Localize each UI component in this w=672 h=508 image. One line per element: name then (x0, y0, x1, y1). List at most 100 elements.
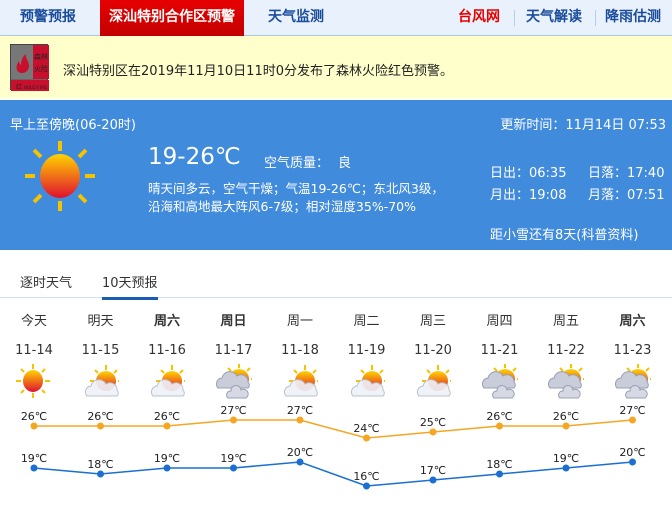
low-temp-point (230, 464, 237, 472)
forecast-day: 周一 11-18 (267, 310, 333, 404)
weather-desc-line1: 晴天间多云，空气干燥；气温19-26℃；东北风3级， (148, 181, 444, 196)
high-temp-point (496, 422, 503, 430)
moonrise: 月出：19:08 (490, 188, 567, 203)
high-temp-label: 24℃ (353, 422, 379, 435)
low-temp-label: 19℃ (21, 452, 47, 465)
date-label: 11-23 (613, 343, 652, 358)
date-label: 11-18 (281, 343, 319, 358)
nav-weather-monitor[interactable]: 天气监测 (268, 9, 324, 25)
svg-text:红: 红 (16, 83, 22, 91)
sunset: 日落：17:40 (588, 166, 665, 181)
top-nav: 预警预报 深汕特别合作区预警 天气监测 台风网 天气解读 降雨估测 (0, 0, 672, 36)
forecast-day: 周五 11-22 (533, 310, 599, 404)
high-temp-label: 26℃ (21, 410, 47, 423)
partly-cloudy-icon (150, 365, 188, 397)
svg-text:WILD FIRE: WILD FIRE (24, 85, 47, 91)
date-label: 11-15 (81, 343, 120, 358)
cloudy-icon (481, 363, 521, 399)
temp-range: 19-26℃ (148, 144, 241, 170)
weekday-label: 周六 (153, 314, 180, 329)
forecast-day: 周日 11-17 (201, 310, 267, 404)
high-temp-point (562, 422, 570, 430)
svg-text:火险: 火险 (34, 64, 48, 73)
low-temp-point (629, 458, 636, 466)
low-temp-point (363, 482, 370, 490)
svg-text:森林: 森林 (34, 52, 48, 61)
date-label: 11-22 (547, 343, 585, 358)
forecast-day: 周四 11-21 (467, 310, 533, 404)
aqi-value: 良 (338, 156, 352, 171)
weekday-label: 周日 (220, 314, 247, 329)
high-temp-label: 25℃ (420, 416, 446, 429)
tab-hourly[interactable]: 逐时天气 (20, 276, 73, 291)
forecast-day: 周六 11-16 (134, 310, 200, 404)
low-temp-point (163, 464, 171, 472)
low-temp-label: 18℃ (87, 458, 113, 471)
nav-warning-forecast[interactable]: 预警预报 (20, 9, 76, 25)
high-temp-line (34, 419, 633, 439)
nav-weather-analysis[interactable]: 天气解读 (526, 9, 582, 25)
high-temp-point (230, 416, 237, 424)
nav-shenshan-warning[interactable]: 深汕特别合作区预警 (100, 0, 244, 36)
low-temp-line (33, 461, 633, 487)
weekday-label: 明天 (87, 314, 114, 329)
high-temp-point (97, 422, 104, 430)
high-temp-label: 26℃ (553, 410, 579, 423)
weekday-label: 周一 (286, 314, 313, 329)
low-temp-label: 19℃ (220, 452, 246, 465)
forecast-day: 今天 11-14 (1, 310, 67, 404)
nav-typhoon[interactable]: 台风网 (458, 9, 500, 25)
high-temp-point (429, 428, 437, 436)
weekday-label: 今天 (20, 314, 47, 329)
nav-rain-estimate[interactable]: 降雨估测 (605, 9, 661, 25)
weekday-label: 周六 (619, 314, 646, 329)
high-temp-label: 26℃ (87, 410, 113, 423)
low-temp-label: 19℃ (154, 452, 180, 465)
low-temp-point (429, 476, 437, 484)
low-temp-point (30, 464, 38, 472)
forest-fire-red-warning-icon[interactable]: 森林 火险 红 WILD FIRE (10, 44, 49, 91)
high-temp-point (296, 416, 304, 424)
alert-text[interactable]: 深汕特别区在2019年11月10日11时0分发布了森林火险红色预警。 (63, 64, 453, 79)
sunny-icon (16, 364, 50, 398)
date-label: 11-19 (347, 343, 386, 358)
aqi-label: 空气质量： (264, 156, 330, 171)
date-label: 11-17 (214, 343, 253, 358)
partly-cloudy-icon (283, 365, 321, 397)
date-label: 11-20 (414, 343, 452, 358)
partly-cloudy-icon (350, 365, 388, 397)
weekday-label: 周三 (419, 314, 446, 329)
low-temp-label: 19℃ (553, 452, 579, 465)
high-temp-label: 27℃ (619, 404, 645, 417)
low-temp-point (496, 470, 503, 478)
forecast-day: 周三 11-20 (400, 310, 466, 404)
high-temp-point (30, 422, 38, 430)
date-label: 11-14 (15, 343, 53, 358)
high-temp-label: 26℃ (154, 410, 180, 423)
update-time: 更新时间：11月14日 07:53 (500, 118, 666, 133)
high-temp-point (363, 434, 370, 442)
low-temp-label: 18℃ (486, 458, 512, 471)
solar-term-link[interactable]: 距小雪还有8天(科普资料) (490, 228, 639, 243)
low-temp-label: 20℃ (287, 446, 313, 459)
low-temp-point (97, 470, 104, 478)
weekday-label: 周五 (552, 314, 579, 329)
period-label: 早上至傍晚(06-20时) (10, 118, 136, 133)
high-temp-point (629, 416, 636, 424)
low-temp-point (562, 464, 570, 472)
weekday-label: 周二 (353, 314, 380, 329)
sunny-icon (25, 141, 95, 211)
moonset: 月落：07:51 (588, 188, 665, 203)
low-temp-point (296, 458, 304, 466)
cloudy-icon (547, 363, 587, 399)
current-weather-panel: 早上至傍晚(06-20时) 更新时间：11月14日 07:53 19-26℃ 空… (0, 100, 672, 250)
date-label: 11-16 (148, 343, 186, 358)
forecast-day: 周二 11-19 (334, 310, 400, 404)
tab-10day[interactable]: 10天预报 (102, 272, 158, 300)
high-temp-label: 27℃ (287, 404, 313, 417)
alert-bar: 森林 火险 红 WILD FIRE 深汕特别区在2019年11月10日11时0分… (0, 36, 672, 98)
date-label: 11-21 (480, 343, 519, 358)
low-temp-label: 20℃ (619, 446, 645, 459)
cloudy-icon (215, 363, 255, 399)
high-temp-point (163, 422, 171, 430)
